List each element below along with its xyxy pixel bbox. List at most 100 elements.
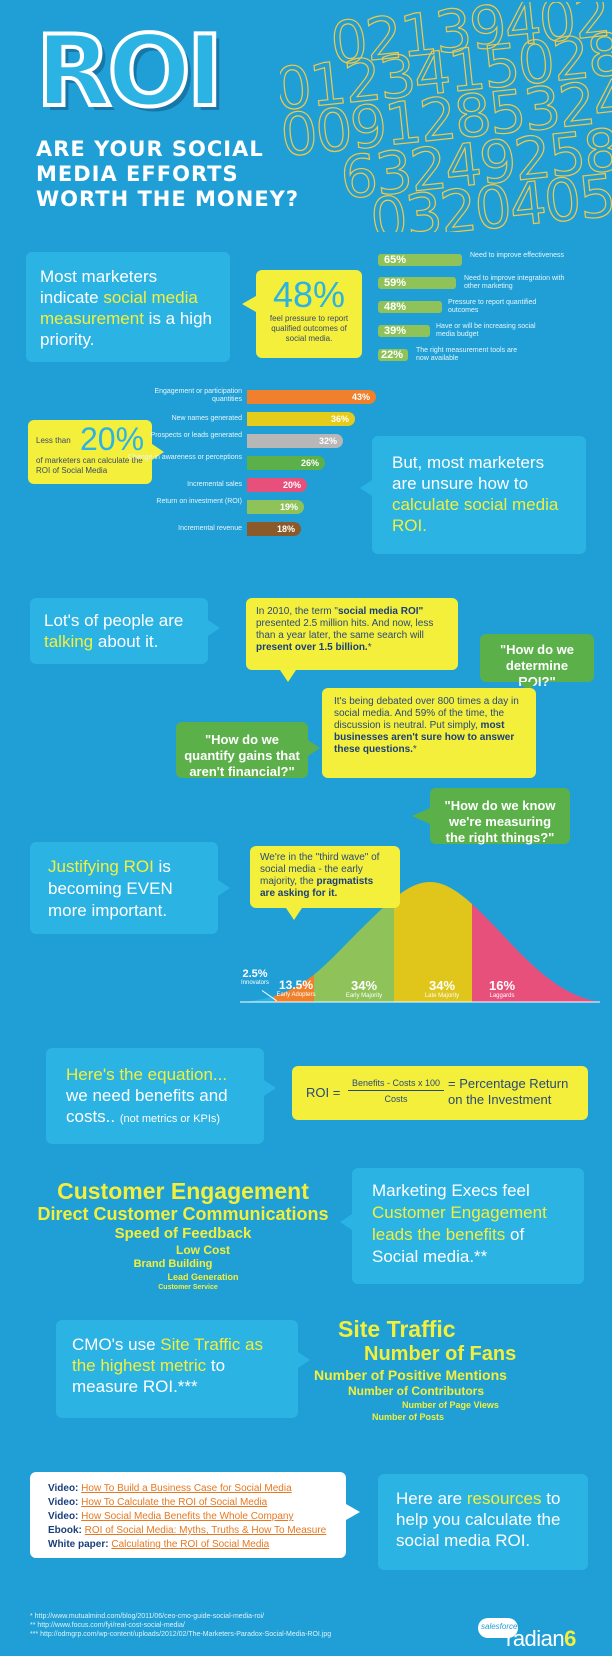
bubble-tail: [346, 1504, 360, 1520]
bubble-tail: [242, 296, 256, 312]
subtitle-line: MEDIA EFFORTS: [36, 162, 239, 186]
priority-bar-label: Have or will be increasing social media …: [436, 323, 536, 338]
priority-bar-value: 59%: [384, 277, 407, 289]
equation-highlight: Here's the equation...: [66, 1065, 228, 1084]
talking-text: Lot's of people are: [44, 611, 184, 630]
priority-bar-label: The right measurement tools are now avai…: [416, 347, 518, 362]
resource-item[interactable]: White paper: Calculating the ROI of Soci…: [48, 1538, 336, 1552]
priority-bar-fill: [378, 277, 456, 289]
footnote[interactable]: ** http://www.focus.com/fyi/real-cost-so…: [30, 1622, 185, 1629]
radian6-logo: salesforce radian6: [478, 1616, 602, 1652]
engagement-item: Speed of Feedback: [114, 1225, 252, 1242]
footnote[interactable]: *** http://odmgrp.com/wp-content/uploads…: [30, 1631, 332, 1638]
talking-text-end: about it.: [93, 632, 159, 651]
justify-text: is becoming EVEN more important.: [48, 857, 173, 920]
equation-text: we need benefits and costs..: [66, 1086, 228, 1126]
adoption-label-0: 2.5% Innovators: [234, 968, 276, 986]
third-wave-bold: pragmatists are asking for it.: [260, 876, 374, 899]
priority-stat: 48%: [272, 274, 346, 315]
priority-bar-label: Need to improve effectiveness: [470, 252, 565, 259]
bubble-tail: [308, 740, 320, 756]
resources-list: Video: How To Build a Business Case for …: [30, 1472, 346, 1558]
metric-bar-label: Change in awareness or perceptions: [127, 454, 242, 461]
traffic-text-end: to measure ROI.***: [72, 1356, 226, 1396]
resources-text: Here are: [396, 1489, 467, 1508]
engagement-item: Lead Generation: [167, 1272, 239, 1282]
priority-bar-fill: [378, 325, 430, 337]
priority-box: Most marketers indicate social media mea…: [26, 252, 230, 362]
bubble-tail: [218, 880, 230, 896]
search-bubble: In 2010, the term "social media ROI" pre…: [246, 598, 458, 670]
resource-link[interactable]: Calculating the ROI of Social Media: [111, 1539, 270, 1550]
resource-item[interactable]: Ebook: ROI of Social Media: Myths, Truth…: [48, 1524, 336, 1538]
metric-bar-label: Engagement or participation quantities: [154, 388, 242, 403]
metric-bar-label: Incremental revenue: [178, 525, 242, 532]
resource-link[interactable]: How Social Media Benefits the Whole Comp…: [81, 1511, 294, 1522]
search-text-mid: presented 2.5 million hits. And now, les…: [256, 618, 434, 641]
traffic-item: Number of Page Views: [402, 1400, 499, 1410]
priority-text-end: is a high priority.: [40, 309, 212, 349]
engagement-item: Brand Building: [133, 1258, 213, 1270]
priority-stat-box: 48% feel pressure to report qualified ou…: [256, 270, 362, 358]
traffic-item: Site Traffic: [338, 1316, 456, 1342]
priority-bars: 65% Need to improve effectiveness 59% Ne…: [378, 252, 598, 372]
third-wave-bubble: We're in the "third wave" of social medi…: [250, 846, 400, 908]
metric-bar: 32%: [247, 434, 343, 448]
resource-type: White paper:: [48, 1539, 109, 1550]
talking-box: Lot's of people are talking about it.: [30, 598, 208, 664]
adoption-label-3: 34% Late Majority: [412, 978, 472, 999]
formula-roi: ROI =: [306, 1085, 341, 1100]
adoption-label-1: 13.5% Early Adopters: [276, 978, 316, 998]
bubble-tail: [360, 480, 372, 496]
calc-less-than: Less than: [36, 436, 71, 445]
salesforce-wordmark: salesforce: [481, 1622, 518, 1631]
debate-footnote: *: [412, 744, 417, 755]
adoption-name: Innovators: [240, 980, 270, 986]
bubble-tail: [264, 1080, 276, 1096]
search-text: In 2010, the term ": [256, 606, 338, 617]
resource-link[interactable]: How To Calculate the ROI of Social Media: [81, 1497, 268, 1508]
resource-link[interactable]: How To Build a Business Case for Social …: [81, 1483, 292, 1494]
resource-item[interactable]: Video: How To Calculate the ROI of Socia…: [48, 1496, 336, 1510]
footnote[interactable]: * http://www.mutualmind.com/blog/2011/06…: [30, 1613, 265, 1620]
resource-item[interactable]: Video: How Social Media Benefits the Who…: [48, 1510, 336, 1524]
priority-bar-value: 48%: [384, 301, 407, 313]
metric-bar: 18%: [247, 522, 301, 536]
roi-title: ROI: [34, 15, 225, 129]
resource-type: Video:: [48, 1497, 79, 1508]
resource-link[interactable]: ROI of Social Media: Myths, Truths & How…: [84, 1525, 327, 1536]
priority-bar-value: 65%: [384, 254, 407, 266]
priority-bar-value: 22%: [381, 349, 404, 361]
priority-highlight: social media measurement: [40, 288, 198, 328]
subtitle: ARE YOUR SOCIAL MEDIA EFFORTS WORTH THE …: [36, 137, 299, 212]
resource-item[interactable]: Video: How To Build a Business Case for …: [48, 1482, 336, 1496]
bubble-tail: [340, 1214, 352, 1230]
metric-bar-label: Incremental sales: [187, 481, 242, 488]
traffic-item: Number of Positive Mentions: [314, 1367, 507, 1383]
traffic-text: CMO's use: [72, 1335, 161, 1354]
formula-denominator: Costs: [384, 1094, 408, 1104]
question-measuring-right: "How do we know we're measuring the righ…: [430, 788, 570, 845]
resource-type: Video:: [48, 1483, 79, 1494]
calc-stat-box: Less than 20% of marketers can calculate…: [28, 420, 152, 484]
priority-bar-label: Pressure to report quantified outcomes: [448, 299, 537, 314]
engagement-text: Marketing Execs feel: [372, 1181, 530, 1200]
traffic-item: Number of Contributors: [348, 1384, 484, 1398]
metric-bars: Engagement or participation quantities 43…: [128, 388, 380, 566]
resources-text-end: to help you calculate the social media R…: [396, 1489, 561, 1550]
traffic-item: Number of Fans: [364, 1343, 517, 1365]
digit-pattern: 0213940253 01234150281 0091285324 632492…: [280, 2, 612, 232]
question-determine-roi: "How do we determine ROI?": [480, 634, 594, 689]
priority-bar-value: 39%: [384, 325, 407, 337]
radian-wordmark: radian6: [506, 1626, 576, 1652]
priority-bar-fill: [378, 349, 408, 361]
calc-box: But, most marketers are unsure how to ca…: [372, 436, 586, 554]
bubble-tail: [152, 444, 164, 460]
calc-text: But, most marketers are unsure how to: [392, 453, 545, 493]
adoption-value: 34%: [428, 978, 456, 993]
third-wave-text: We're in the "third wave" of social medi…: [260, 852, 380, 887]
engagement-item: Customer Service: [158, 1284, 218, 1291]
justify-box: Justifying ROI is becoming EVEN more imp…: [30, 842, 218, 934]
adoption-value: 34%: [350, 978, 378, 993]
traffic-box: CMO's use Site Traffic as the highest me…: [56, 1320, 298, 1418]
